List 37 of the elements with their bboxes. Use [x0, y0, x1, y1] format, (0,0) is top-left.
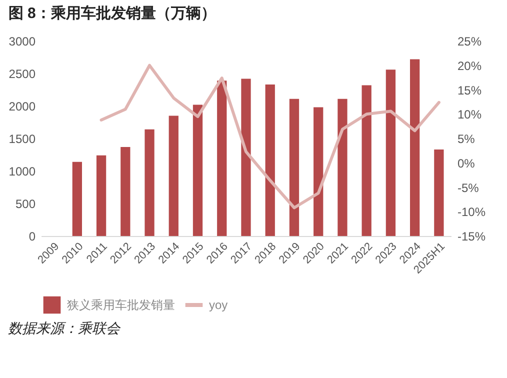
bar [338, 98, 348, 236]
bar [289, 98, 300, 236]
bar [192, 104, 203, 236]
y2-tick-label: 5% [458, 132, 476, 146]
y-tick-label: 2000 [8, 100, 36, 114]
bar [168, 116, 178, 236]
line-series [100, 64, 440, 210]
y-tick-label: 500 [15, 197, 36, 211]
y2-tick-label: 15% [458, 83, 482, 98]
legend-label: yoy [209, 298, 228, 312]
bar [410, 59, 420, 236]
y-tick-label: 1500 [8, 132, 36, 146]
chart-title: 图 8：乘用车批发销量（万辆） [8, 4, 216, 22]
bar [265, 84, 275, 236]
y2-tick-label: 0% [458, 156, 476, 170]
y-tick-label: 3000 [8, 34, 36, 48]
legend-label: 狭义乘用车批发销量 [67, 298, 175, 312]
y2-tick-label: -5% [458, 180, 480, 195]
bar [314, 107, 324, 236]
y-tick-label: 1000 [8, 164, 36, 178]
bar [72, 162, 82, 236]
y2-tick-label: -10% [458, 205, 486, 220]
bar [434, 150, 444, 236]
y2-tick-label: 10% [458, 108, 482, 122]
bar [386, 70, 396, 236]
y-tick-label: 0 [28, 230, 36, 244]
bar [144, 129, 154, 236]
source-note: 数据来源：乘联会 [7, 319, 122, 338]
bar [241, 78, 251, 236]
bar [120, 146, 130, 236]
y-tick-label: 2500 [8, 67, 36, 81]
y2-tick-label: -15% [458, 230, 486, 244]
bar [96, 155, 106, 236]
y2-tick-label: 25% [458, 34, 482, 48]
bar [217, 80, 227, 236]
bar [362, 85, 372, 236]
y2-tick-label: 20% [458, 58, 482, 73]
